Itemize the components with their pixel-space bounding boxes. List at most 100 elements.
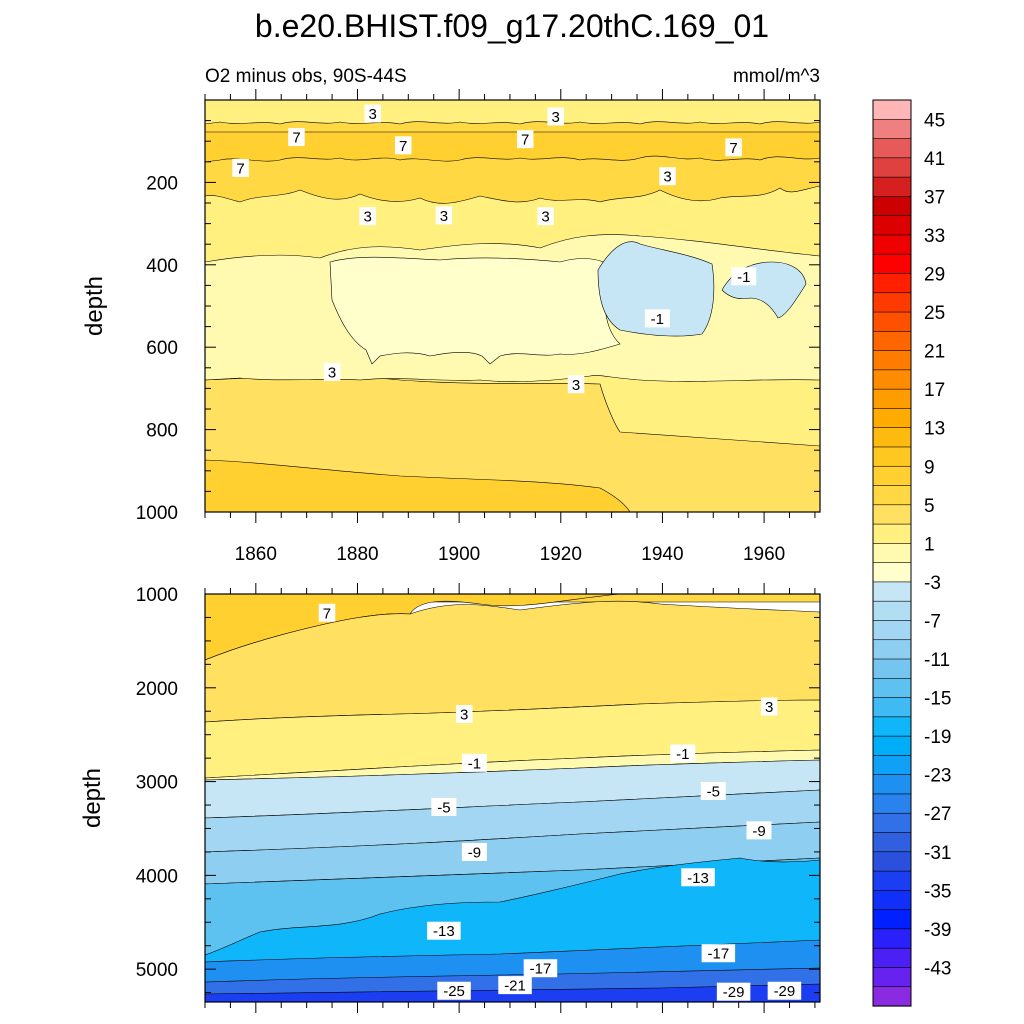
colorbar-tick-label: -43 [924,958,951,979]
colorbar-tick-label: 1 [924,534,935,555]
colorbar-swatch [872,118,912,140]
lower-contour-label-box [681,868,715,887]
colorbar-swatch [872,485,912,506]
upper-x-ticks: 1860 1880 1900 1920 1940 1960 [204,89,816,565]
upper-contour-label: 7 [399,138,407,155]
upper-contour-label-box [537,207,554,226]
colorbar-tick-label: -31 [924,843,951,864]
upper-ytick-label: 1000 [136,503,178,524]
lower-contour-label-box [523,959,558,978]
upper-contour-label: 7 [521,132,529,149]
colorbar-swatch [872,176,912,197]
upper-xtick-label: 1880 [336,544,378,565]
colorbar-swatch [872,716,912,737]
upper-panel: 1860 1880 1900 1920 1940 1960 200 400 600 800 100… [81,89,821,565]
colorbar-tick-label: -27 [924,804,951,825]
lower-contour-label: -21 [504,978,526,995]
colorbar-tick-label: -19 [924,727,951,748]
upper-contour-label-box [323,362,341,381]
upper-contour-label-box [288,128,305,147]
colorbar-swatch [872,215,912,236]
upper-contour-label: 3 [572,377,580,394]
lower-contour-label-box [461,842,487,861]
colorbar-swatch [872,947,912,969]
lower-contour-label-box [670,744,696,763]
lower-contour-label-box [760,697,778,716]
colorbar-swatch [872,832,912,853]
lower-contour-label: -13 [433,923,455,940]
lower-contour-label: -5 [707,783,720,800]
upper-ytick-label: 800 [146,421,178,442]
colorbar-swatch [872,446,912,467]
upper-contour-labels: 3 3 7 7 7 7 7 3 3 3 3 -1 -1 3 3 [232,104,757,394]
lower-contour-label-box [318,603,336,622]
upper-contour-label-box [359,207,376,226]
upper-contour-label: 3 [552,109,560,126]
figure-title: b.e20.BHIST.f09_g17.20thC.169_01 [255,8,769,44]
lower-contour-label: -17 [708,946,730,963]
colorbar-swatch [872,851,912,872]
lower-contour-label: -5 [437,799,450,816]
lower-contour-label-box [700,781,726,800]
colorbar-swatch [872,273,912,294]
upper-xtick-label: 1960 [743,544,785,565]
colorbar-tick-label: -3 [924,573,941,594]
upper-fill-deep-dark [205,459,631,512]
upper-contour-label-box [547,107,564,126]
lower-contour-label: 7 [323,605,331,622]
lower-contour-label-box [746,821,772,840]
colorbar-swatch [872,870,912,891]
lower-contour-label-box [461,753,487,772]
colorbar-swatch [872,427,912,448]
colorbar-frame [872,99,912,1007]
colorbar-swatch [872,157,912,178]
colorbar-swatch [872,543,912,564]
upper-contour-label: -1 [737,269,750,286]
lower-contour-label: -1 [468,755,481,772]
upper-contour-label-box [435,206,453,225]
upper-contour-label-box [516,130,534,149]
lower-contour-label-box [437,981,471,1000]
lower-contour-label: 3 [460,707,468,724]
colorbar-swatch [872,196,912,217]
colorbar-swatch [872,600,912,622]
upper-fill-band-7 [205,131,820,163]
colorbar-tick-label: -11 [924,650,950,671]
right-subtitle: mmol/m^3 [733,66,820,87]
lower-ytick-label: 2000 [136,679,178,700]
lower-contour-label-box [498,976,532,995]
upper-xtick-label: 1940 [641,544,683,565]
colorbar-tick-label: 25 [924,303,945,324]
upper-contour-label: 7 [236,160,244,177]
colorbar-tick-label: 37 [924,187,945,208]
colorbar: 45 41 37 33 29 25 21 17 13 9 5 1 -3 -7 -11 -15 -19 -23 -27… [872,99,951,1007]
colorbar-swatch [872,331,912,352]
colorbar-tick-label: 5 [924,496,935,517]
colorbar-swatch [872,755,912,776]
lower-y-ticks: 1000 2000 3000 4000 5000 [136,585,820,994]
colorbar-tick-label: 45 [924,110,945,131]
lower-contour-label-box [701,944,736,963]
lower-contour-field [205,594,820,1002]
colorbar-swatch [872,350,912,371]
upper-fill-top-light [205,100,820,125]
lower-contour-labels: 7 3 3 -1 -1 -5 -5 -9 -9 -13 -13 -17 -17 -25 -21 -29 -29 [318,603,802,1001]
lower-contour-label: -25 [443,983,465,1000]
upper-contour-label-box [731,267,757,286]
colorbar-swatch [872,697,912,718]
lower-ytick-label: 4000 [136,866,178,887]
upper-contour-label-box [644,309,670,328]
upper-contour-label-box [232,158,249,177]
colorbar-swatch [872,812,912,834]
colorbar-tick-label: -23 [924,766,951,787]
colorbar-swatch [872,967,912,988]
lower-contour-label-box [427,921,461,940]
colorbar-swatch [872,774,912,795]
upper-ytick-label: 400 [146,256,178,277]
lower-ytick-label: 3000 [136,773,178,794]
colorbar-tick-label: 29 [924,264,945,285]
lower-contour-label: -29 [774,983,796,1000]
colorbar-tick-label: 9 [924,457,935,478]
upper-contour-label-box [364,104,381,123]
upper-contour-label: 3 [328,364,336,381]
